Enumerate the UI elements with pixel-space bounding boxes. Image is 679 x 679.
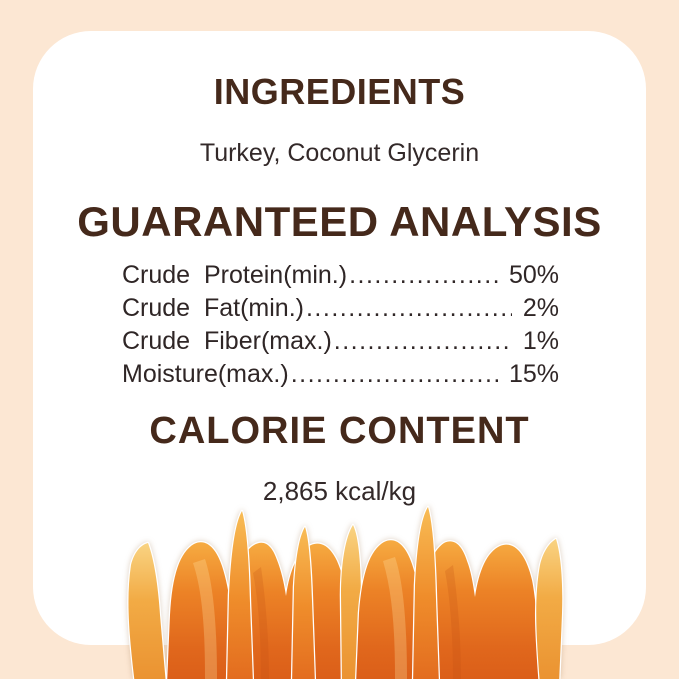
dotted-leader: ........................................… <box>333 327 512 355</box>
table-row: Crude Protein(min.) ....................… <box>122 259 559 292</box>
jerky-strip <box>127 541 167 679</box>
row-value: 2% <box>522 294 559 322</box>
jerky-shadow-streak <box>253 567 269 679</box>
table-row: Crude Fat(min.) ........................… <box>122 292 559 325</box>
jerky-strip <box>354 539 542 679</box>
turkey-jerky-image <box>127 505 564 679</box>
jerky-strip <box>290 525 317 679</box>
guaranteed-analysis-table: Crude Protein(min.) ....................… <box>122 259 559 391</box>
ingredients-value: Turkey, Coconut Glycerin <box>199 139 480 167</box>
row-label: Moisture(max.) <box>122 360 289 388</box>
jerky-strip <box>534 537 564 679</box>
dotted-leader: ........................................… <box>290 360 498 388</box>
row-value: 50% <box>508 261 559 289</box>
row-label: Crude Fiber(max.) <box>122 327 332 355</box>
jerky-strip <box>411 505 441 679</box>
dotted-leader: ........................................… <box>349 261 498 289</box>
table-row: Moisture(max.) .........................… <box>122 358 559 391</box>
label-card: INGREDIENTS Turkey, Coconut Glycerin GUA… <box>33 31 646 645</box>
row-value: 1% <box>522 327 559 355</box>
jerky-strip <box>225 509 255 679</box>
table-row: Crude Fiber(max.) ......................… <box>122 325 559 358</box>
guaranteed-analysis-heading: GUARANTEED ANALYSIS <box>77 198 602 245</box>
jerky-shadow-streak <box>445 565 461 679</box>
calorie-content-heading: CALORIE CONTENT <box>149 410 530 452</box>
row-label: Crude Protein(min.) <box>122 261 348 289</box>
row-label: Crude Fat(min.) <box>122 294 304 322</box>
calorie-content-value: 2,865 kcal/kg <box>262 476 417 506</box>
row-value: 15% <box>508 360 559 388</box>
ingredients-heading: INGREDIENTS <box>213 71 466 112</box>
jerky-highlight <box>383 557 407 679</box>
jerky-highlight <box>193 559 217 679</box>
dotted-leader: ........................................… <box>305 294 512 322</box>
